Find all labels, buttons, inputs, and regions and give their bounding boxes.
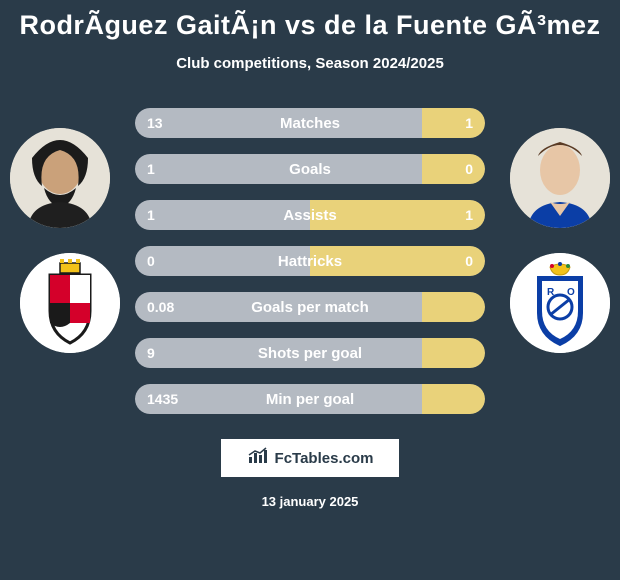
stat-bar-left — [135, 108, 422, 138]
club-left-crest-svg — [20, 253, 120, 353]
stat-label: Hattricks — [278, 253, 342, 270]
player-right-avatar-svg — [510, 128, 610, 228]
stat-value-left: 1 — [147, 161, 155, 177]
svg-text:O: O — [567, 287, 575, 298]
stat-value-right: 0 — [465, 161, 473, 177]
stat-value-right: 1 — [465, 115, 473, 131]
stat-bar-right — [422, 338, 485, 368]
stat-row: 13 Matches 1 — [135, 108, 485, 138]
club-right-crest: R O — [510, 253, 610, 353]
club-left-crest — [20, 253, 120, 353]
stat-value-left: 1435 — [147, 391, 178, 407]
brand-badge[interactable]: FcTables.com — [220, 438, 400, 478]
brand-label: FcTables.com — [275, 450, 374, 467]
stat-value-left: 0.08 — [147, 299, 174, 315]
stat-value-left: 1 — [147, 207, 155, 223]
stat-label: Min per goal — [266, 391, 354, 408]
stat-value-left: 9 — [147, 345, 155, 361]
subtitle: Club competitions, Season 2024/2025 — [176, 55, 444, 72]
stat-label: Matches — [280, 115, 340, 132]
player-right-avatar — [510, 128, 610, 228]
stat-bar-right — [422, 154, 485, 184]
stat-row: 0 Hattricks 0 — [135, 246, 485, 276]
date-label: 13 january 2025 — [262, 494, 359, 509]
comparison-card: RodrÃ­guez GaitÃ¡n vs de la Fuente GÃ³me… — [0, 0, 620, 580]
stats-list: 13 Matches 1 1 Goals 0 1 Assists 1 0 Hattricks 0 0.0… — [135, 108, 485, 414]
player-left-avatar — [10, 128, 110, 228]
stat-row: 1 Assists 1 — [135, 200, 485, 230]
stat-label: Goals — [289, 161, 331, 178]
stat-label: Shots per goal — [258, 345, 362, 362]
player-left-avatar-svg — [10, 128, 110, 228]
club-right-crest-svg: R O — [510, 253, 610, 353]
stat-row: 1 Goals 0 — [135, 154, 485, 184]
stat-bar-right — [422, 384, 485, 414]
brand-icon — [247, 447, 269, 470]
svg-text:R: R — [547, 287, 555, 298]
stat-row: 0.08 Goals per match — [135, 292, 485, 322]
stat-value-left: 13 — [147, 115, 163, 131]
stat-value-right: 0 — [465, 253, 473, 269]
stat-bar-right — [422, 108, 485, 138]
stat-label: Assists — [283, 207, 336, 224]
stat-value-right: 1 — [465, 207, 473, 223]
page-title: RodrÃ­guez GaitÃ¡n vs de la Fuente GÃ³me… — [19, 10, 600, 41]
stat-bar-left — [135, 154, 422, 184]
stat-row: 1435 Min per goal — [135, 384, 485, 414]
stat-bar-right — [422, 292, 485, 322]
stat-label: Goals per match — [251, 299, 369, 316]
stat-value-left: 0 — [147, 253, 155, 269]
stat-row: 9 Shots per goal — [135, 338, 485, 368]
